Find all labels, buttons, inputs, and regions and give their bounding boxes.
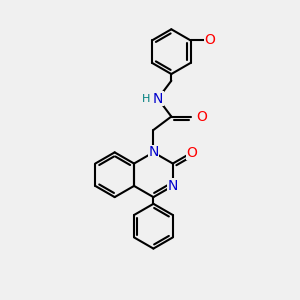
Text: O: O [196, 110, 207, 124]
Text: H: H [142, 94, 150, 103]
Text: N: N [153, 92, 163, 106]
Text: O: O [204, 34, 215, 47]
Text: N: N [148, 146, 159, 159]
Text: O: O [186, 146, 197, 160]
Text: N: N [168, 179, 178, 193]
